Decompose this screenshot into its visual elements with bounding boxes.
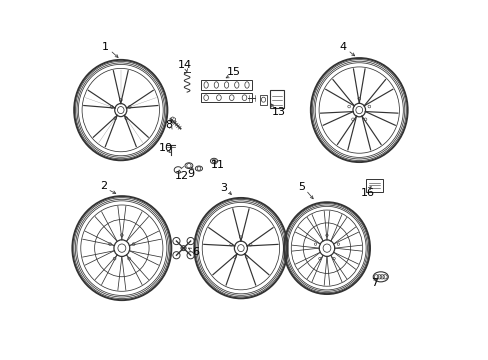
Circle shape — [325, 234, 327, 237]
Circle shape — [367, 105, 370, 108]
Ellipse shape — [237, 245, 244, 252]
Circle shape — [113, 257, 116, 260]
Text: 9: 9 — [187, 168, 194, 179]
Ellipse shape — [117, 107, 124, 114]
Text: 16: 16 — [360, 188, 374, 198]
Circle shape — [239, 236, 242, 238]
Text: 12: 12 — [174, 171, 188, 181]
Text: 8: 8 — [165, 120, 172, 130]
Text: 3: 3 — [220, 183, 227, 193]
Circle shape — [332, 257, 335, 260]
Circle shape — [120, 234, 123, 237]
Circle shape — [314, 243, 316, 246]
Circle shape — [337, 243, 339, 246]
Circle shape — [351, 118, 354, 121]
Text: 7: 7 — [370, 278, 377, 288]
Circle shape — [364, 118, 366, 121]
Circle shape — [357, 97, 360, 100]
Circle shape — [108, 243, 111, 246]
Circle shape — [114, 117, 117, 120]
Text: 10: 10 — [159, 143, 173, 153]
Text: 6: 6 — [191, 247, 199, 257]
Text: 2: 2 — [100, 181, 107, 192]
Circle shape — [249, 243, 251, 246]
Text: 5: 5 — [298, 182, 305, 192]
Text: 14: 14 — [178, 60, 192, 70]
Text: 1: 1 — [102, 42, 109, 52]
Text: 15: 15 — [226, 67, 240, 77]
Ellipse shape — [118, 244, 125, 252]
Text: 13: 13 — [271, 107, 285, 117]
Circle shape — [318, 257, 321, 260]
Circle shape — [245, 256, 248, 258]
Text: 11: 11 — [210, 159, 224, 170]
Circle shape — [128, 105, 131, 108]
Circle shape — [233, 256, 236, 258]
Ellipse shape — [355, 107, 362, 114]
Circle shape — [127, 257, 130, 260]
Ellipse shape — [323, 244, 330, 252]
Circle shape — [119, 99, 122, 102]
Circle shape — [132, 243, 135, 246]
Circle shape — [110, 105, 113, 108]
Text: 4: 4 — [339, 42, 346, 52]
Circle shape — [347, 105, 350, 108]
Circle shape — [229, 243, 232, 246]
Circle shape — [124, 117, 127, 120]
